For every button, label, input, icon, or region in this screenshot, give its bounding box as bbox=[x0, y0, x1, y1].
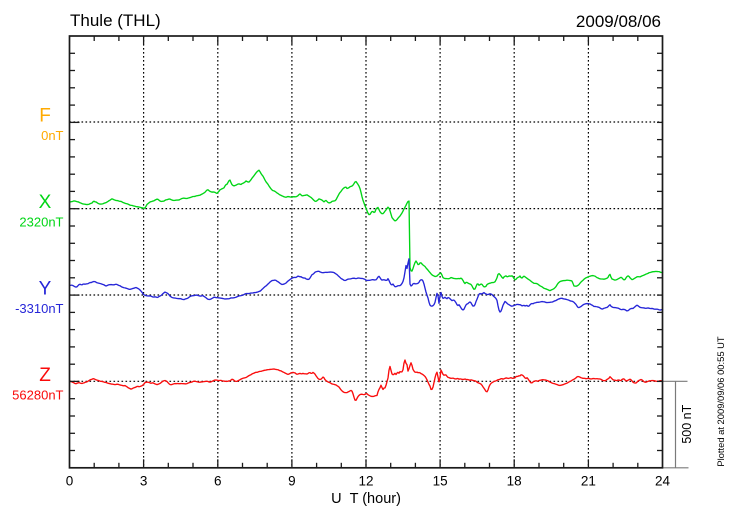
svg-text:Plotted at 2009/09/06 00:55 UT: Plotted at 2009/09/06 00:55 UT bbox=[715, 336, 726, 467]
svg-text:Z: Z bbox=[39, 365, 51, 386]
svg-text:Y: Y bbox=[39, 279, 52, 300]
svg-text:2009/08/06: 2009/08/06 bbox=[576, 12, 661, 31]
svg-text:500 nT: 500 nT bbox=[680, 404, 694, 443]
svg-text:0: 0 bbox=[66, 474, 74, 489]
svg-text:15: 15 bbox=[433, 474, 448, 489]
svg-text:21: 21 bbox=[581, 474, 596, 489]
svg-text:3: 3 bbox=[140, 474, 148, 489]
svg-text:12: 12 bbox=[358, 474, 373, 489]
svg-text:U T (hour): U T (hour) bbox=[331, 491, 401, 507]
svg-text:2320nT: 2320nT bbox=[19, 215, 63, 230]
svg-text:X: X bbox=[39, 192, 52, 213]
svg-text:56280nT: 56280nT bbox=[12, 387, 63, 402]
svg-text:Thule (THL): Thule (THL) bbox=[70, 11, 161, 30]
svg-text:9: 9 bbox=[288, 474, 296, 489]
svg-text:24: 24 bbox=[655, 474, 671, 489]
svg-text:0nT: 0nT bbox=[41, 128, 63, 143]
svg-text:F: F bbox=[39, 106, 51, 127]
svg-text:-3310nT: -3310nT bbox=[15, 301, 63, 316]
svg-text:18: 18 bbox=[507, 474, 522, 489]
svg-text:6: 6 bbox=[214, 474, 222, 489]
